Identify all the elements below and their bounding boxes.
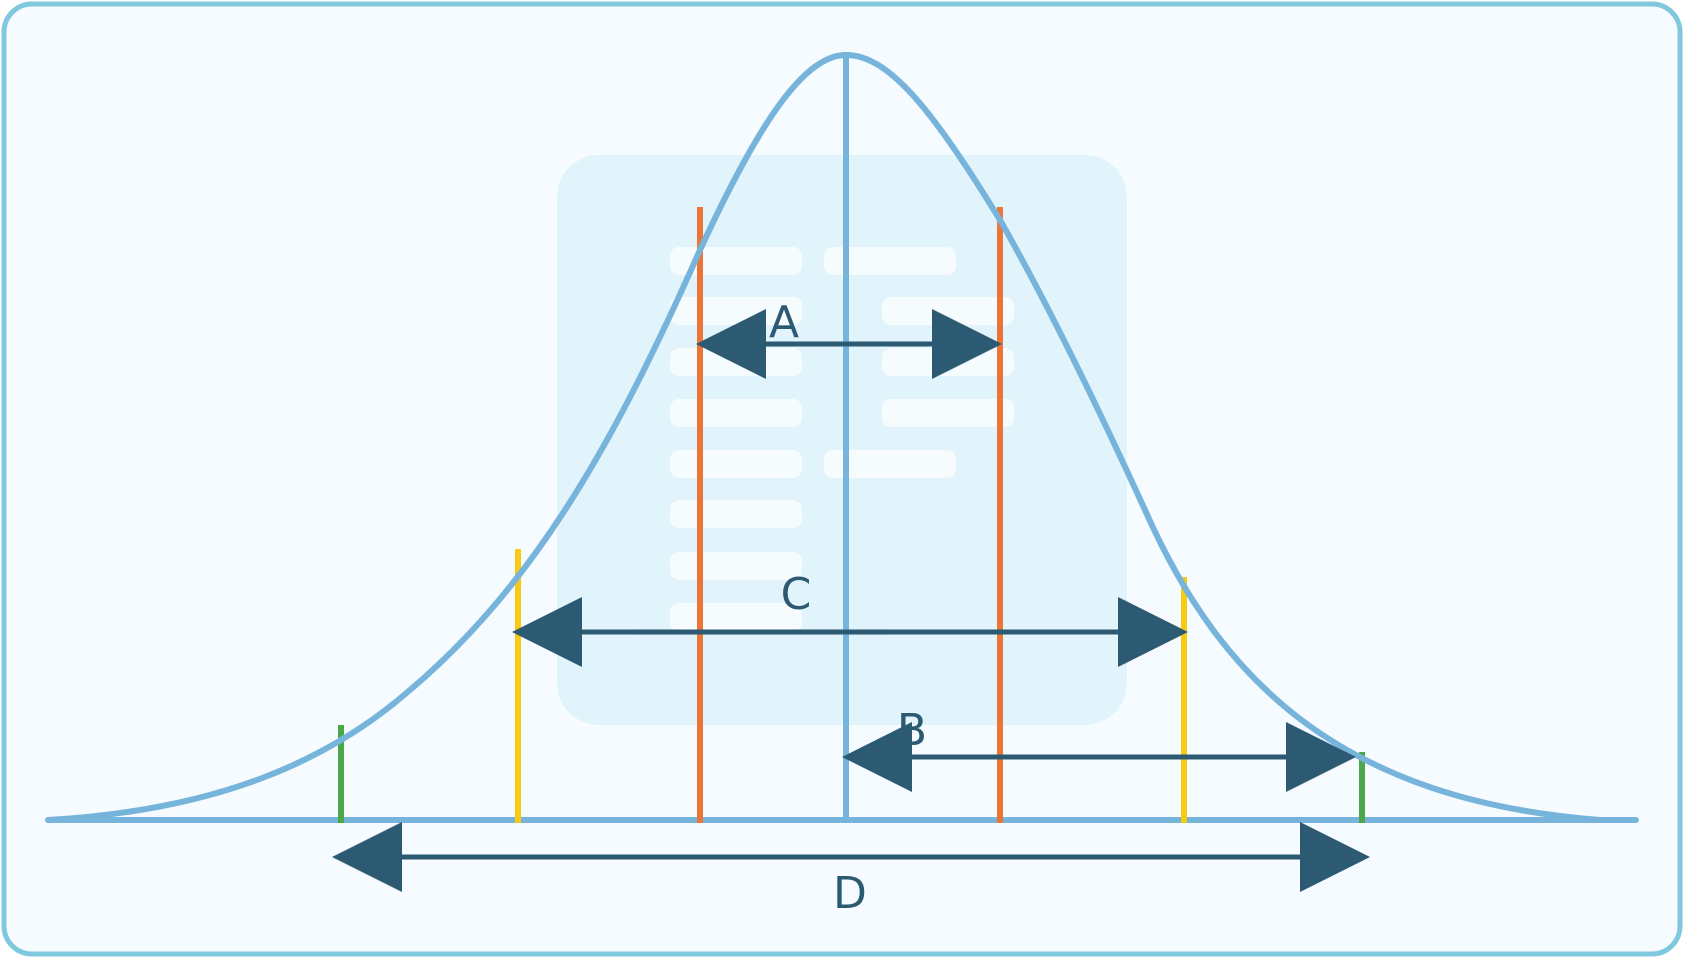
label-a: A bbox=[769, 297, 799, 348]
watermark-background bbox=[557, 155, 1127, 725]
label-d: D bbox=[833, 868, 867, 919]
normal-distribution-curve bbox=[45, 52, 1639, 823]
interval-arrows bbox=[332, 309, 1370, 892]
watermark-panel bbox=[557, 155, 1127, 725]
label-c: C bbox=[781, 569, 812, 620]
interval-labels: A C B D bbox=[769, 297, 927, 919]
label-b: B bbox=[897, 705, 927, 756]
